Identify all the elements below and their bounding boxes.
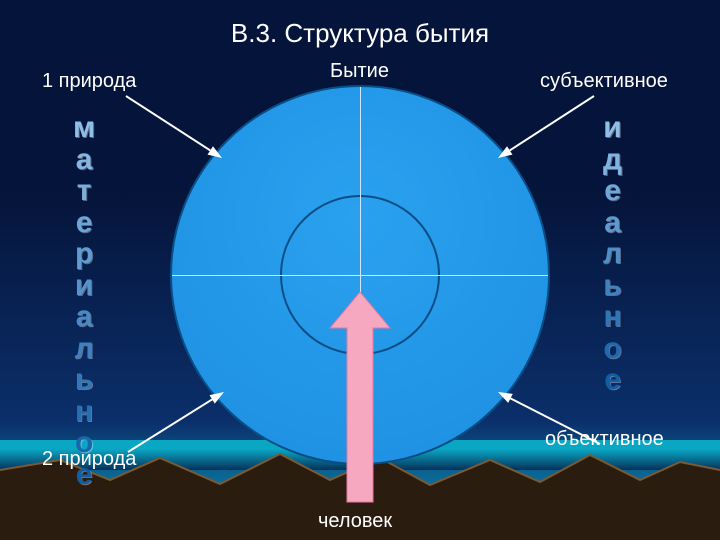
label-1-priroda: 1 природа [42,70,136,93]
slide-stage: В.3. Структура бытия Бытие 1 природа суб… [0,0,720,540]
cross-horizontal [172,275,548,276]
label-chelovek: человек [318,510,392,533]
label-bytie: Бытие [330,60,389,83]
central-arrow [328,290,392,504]
label-objective: объективное [545,428,664,451]
vtext-materialnoe: материальное [73,112,95,490]
slide-title: В.3. Структура бытия [0,18,720,49]
vtext-idealnoe: идеальное [603,112,622,396]
label-subjective: субъективное [540,70,668,93]
